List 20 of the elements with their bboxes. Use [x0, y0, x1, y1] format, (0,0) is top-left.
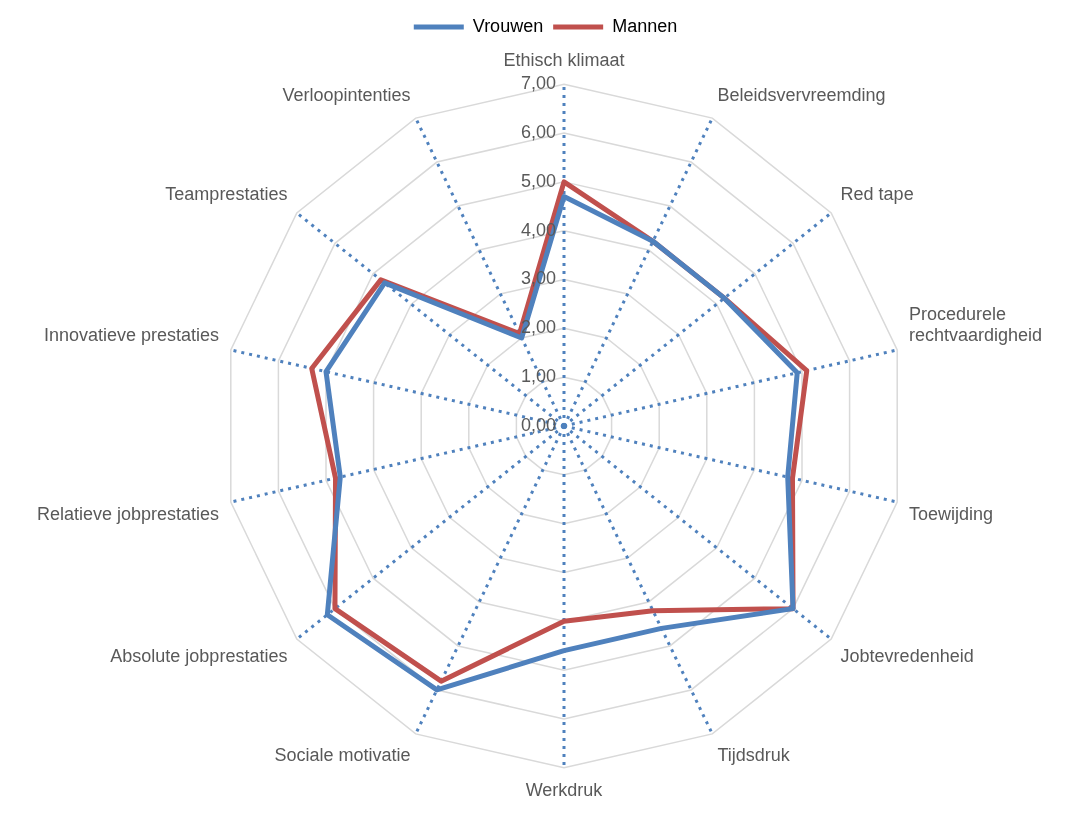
spoke-label: Innovatieve prestaties	[43, 325, 220, 346]
spoke-label: Tijdsdruk	[717, 744, 791, 765]
legend-label: Mannen	[612, 15, 678, 36]
spoke-label: Absolute jobprestaties	[110, 646, 288, 667]
spoke-label: Sociale motivatie	[274, 744, 411, 765]
legend-label: Vrouwen	[472, 15, 544, 36]
spoke-label: Toewijding	[908, 504, 993, 525]
spoke-label: Verloopintenties	[282, 85, 411, 106]
y-tick-label: 1,00	[520, 366, 556, 387]
spoke-label: Red tape	[840, 183, 914, 204]
y-tick-label: 6,00	[520, 122, 556, 143]
spoke-label: Werkdruk	[525, 779, 604, 800]
spoke-label: Ethisch klimaat	[503, 50, 625, 71]
y-tick-label: 7,00	[520, 73, 556, 94]
spoke-label: Relatieve jobprestaties	[36, 504, 220, 525]
y-tick-label: 5,00	[520, 170, 556, 191]
spoke-label: Procedurele rechtvaardigheid	[908, 303, 1042, 346]
spoke-label: Teamprestaties	[165, 183, 288, 204]
spoke-label: Beleidsvervreemding	[717, 85, 886, 106]
spoke-label: Jobtevredenheid	[840, 646, 974, 667]
